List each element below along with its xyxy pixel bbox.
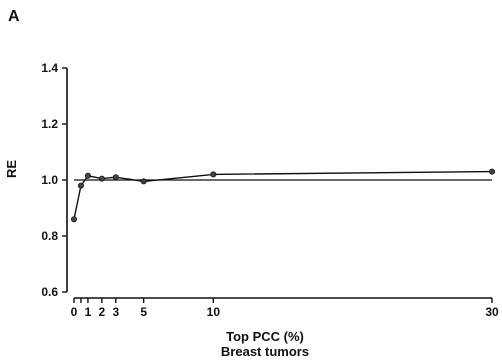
x-axis-label-block: Top PCC (%) Breast tumors (200, 329, 330, 359)
data-point (84, 172, 91, 179)
series-line (73, 170, 493, 220)
x-tick-label: 3 (112, 305, 119, 319)
y-tick-label: 1.0 (41, 173, 58, 187)
x-tick-label: 10 (207, 305, 221, 319)
x-axis-sublabel: Breast tumors (220, 344, 310, 359)
y-tick-label: 1.4 (41, 61, 58, 75)
data-point (77, 182, 84, 189)
y-tick-label: 0.6 (41, 285, 58, 299)
y-axis-label: RE (4, 159, 19, 178)
x-tick-label: 30 (485, 305, 499, 319)
x-tick-label: 1 (85, 305, 92, 319)
data-point (488, 168, 495, 175)
y-tick-label: 1.2 (41, 117, 58, 131)
x-tick-label: 2 (99, 305, 106, 319)
x-tick-label: 5 (140, 305, 147, 319)
series-group (71, 168, 495, 223)
data-point (140, 178, 147, 185)
data-point (210, 171, 217, 178)
data-point (71, 216, 78, 223)
data-point (112, 174, 119, 181)
x-axis-label: Top PCC (%) (226, 329, 304, 344)
y-tick-label: 0.8 (41, 229, 58, 243)
data-point (98, 175, 105, 182)
axes: 0.6 0.8 1.0 1.2 1.4 0 1 2 3 5 10 30 (41, 61, 499, 319)
panel-label: A (8, 8, 20, 25)
x-tick-label: 0 (71, 305, 78, 319)
